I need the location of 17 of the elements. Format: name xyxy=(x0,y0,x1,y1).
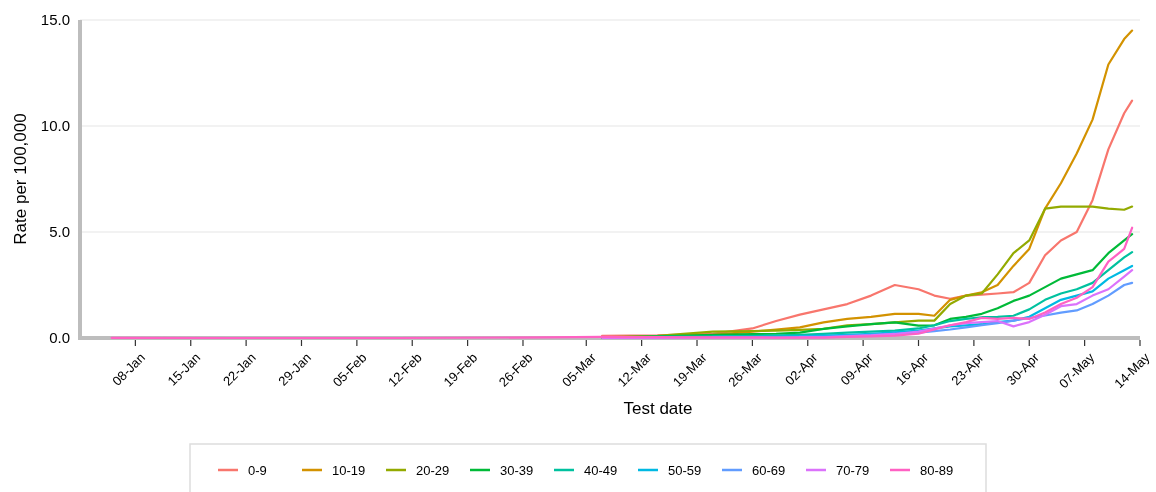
line-series xyxy=(600,99,1134,337)
y-tick-label: 0.0 xyxy=(49,329,70,347)
y-axis-title: Rate per 100,000 xyxy=(11,113,30,245)
legend-label: 70-79 xyxy=(836,462,870,478)
line-series xyxy=(110,226,1134,340)
legend-label: 50-59 xyxy=(668,462,702,478)
legend-label: 80-89 xyxy=(920,462,954,478)
legend-label: 40-49 xyxy=(584,462,618,478)
legend-label: 20-29 xyxy=(416,462,450,478)
legend-label: 0-9 xyxy=(248,462,267,478)
legend-label: 10-19 xyxy=(332,462,366,478)
legend-label: 30-39 xyxy=(500,462,534,478)
y-tick-label: 10.0 xyxy=(40,117,70,135)
y-tick-label: 5.0 xyxy=(49,223,70,241)
y-tick-label: 15.0 xyxy=(40,11,70,29)
legend-label: 60-69 xyxy=(752,462,786,478)
x-axis-title: Test date xyxy=(623,399,693,418)
